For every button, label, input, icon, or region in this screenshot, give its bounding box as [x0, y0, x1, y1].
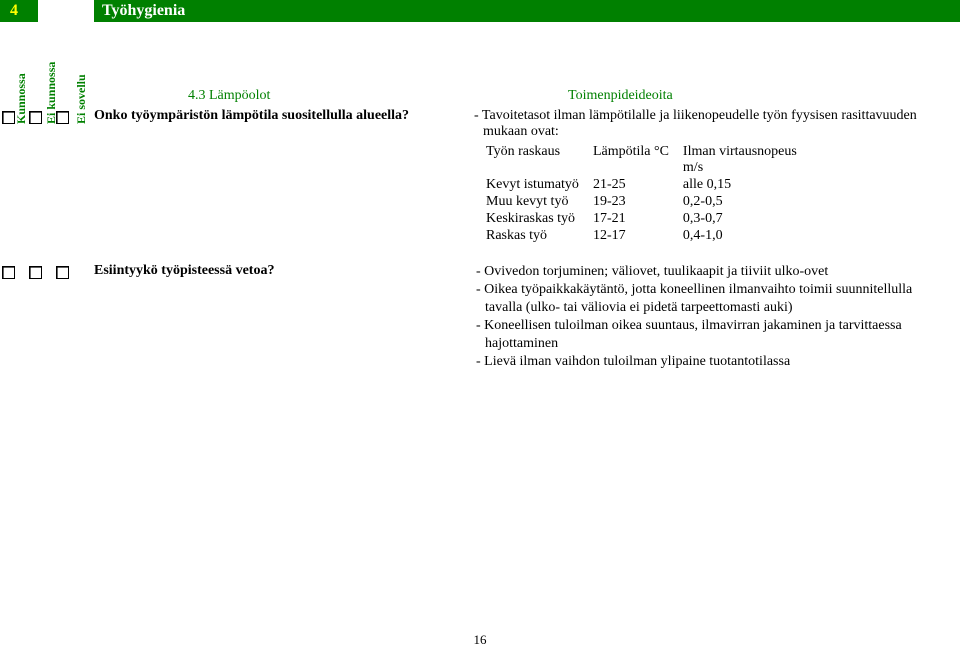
vlabel-ei-kunnossa: Ei kunnossa [44, 62, 59, 124]
checkbox-q2-ei-sovellu[interactable] [56, 266, 69, 279]
checkbox-q2-kunnossa[interactable] [2, 266, 15, 279]
q2-text: Esiintyykö työpisteessä vetoa? [94, 263, 474, 279]
table-cell: 0,2-0,5 [683, 194, 823, 211]
q2-bullet: - Koneellisen tuloilman oikea suuntaus, … [476, 317, 930, 353]
table-cell: Keskiraskas työ [486, 211, 593, 228]
th-temp: Lämpötila °C [593, 144, 683, 177]
th-work: Työn raskaus [486, 144, 593, 177]
temperature-table: Työn raskaus Lämpötila °C Ilman virtausn… [486, 144, 823, 245]
vlabel-ei-sovellu: Ei sovellu [74, 74, 89, 124]
table-cell: 0,3-0,7 [683, 211, 823, 228]
section-header: 4 Työhygienia [0, 0, 960, 22]
q1-text: Onko työympäristön lämpötila suositellul… [94, 108, 474, 124]
table-cell: 17-21 [593, 211, 683, 228]
q1-note-intro: - Tavoitetasot ilman lämpötilalle ja lii… [474, 108, 930, 140]
vlabel-kunnossa: Kunnossa [14, 73, 29, 124]
q1-notes: - Tavoitetasot ilman lämpötilalle ja lii… [474, 108, 930, 245]
q2-bullet: - Oikea työpaikkakäytäntö, jotta koneell… [476, 281, 930, 317]
q2-bullets: - Ovivedon torjuminen; väliovet, tuulika… [474, 263, 930, 370]
vertical-column-labels: Kunnossa Ei kunnossa Ei sovellu [0, 28, 94, 128]
q2-bullet: - Lievä ilman vaihdon tuloilman ylipaine… [476, 353, 930, 371]
section-number: 4 [0, 0, 38, 22]
table-cell: 0,4-1,0 [683, 228, 823, 245]
table-cell: Muu kevyt työ [486, 194, 593, 211]
page-number: 16 [0, 632, 960, 648]
q2-bullet: - Ovivedon torjuminen; väliovet, tuulika… [476, 263, 930, 281]
subsection-label: 4.3 Lämpöolot [188, 88, 568, 104]
section-title: Työhygienia [94, 0, 960, 22]
table-cell: alle 0,15 [683, 177, 823, 194]
table-cell: Kevyt istumatyö [486, 177, 593, 194]
right-heading: Toimenpideideoita [568, 88, 930, 104]
table-cell: 21-25 [593, 177, 683, 194]
checkbox-row-q2 [0, 263, 94, 279]
table-cell: Raskas työ [486, 228, 593, 245]
checkbox-q2-ei-kunnossa[interactable] [29, 266, 42, 279]
table-cell: 19-23 [593, 194, 683, 211]
header-gap [38, 0, 94, 22]
table-cell: 12-17 [593, 228, 683, 245]
th-flow: Ilman virtausnopeus m/s [683, 144, 823, 177]
